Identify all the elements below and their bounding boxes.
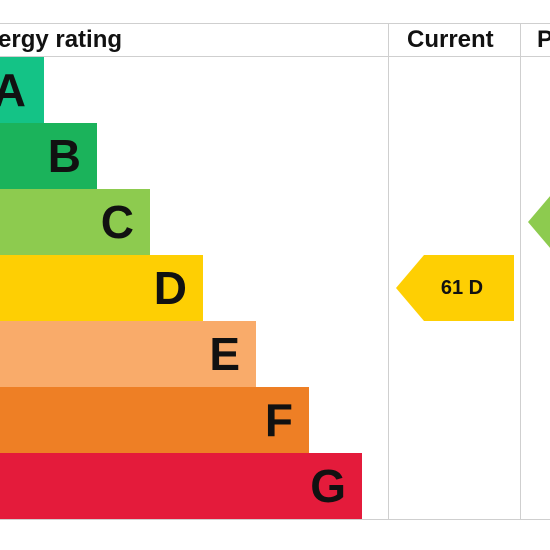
rating-band-c: C bbox=[0, 189, 150, 255]
rating-band-g: G bbox=[0, 453, 362, 519]
header-top-border bbox=[0, 23, 550, 24]
potential-column-header: P bbox=[537, 26, 550, 53]
rating-band-letter: A bbox=[0, 64, 26, 116]
rating-band-e: E bbox=[0, 321, 256, 387]
potential-column-divider bbox=[520, 24, 521, 520]
rating-band-f: F bbox=[0, 387, 309, 453]
current-column-divider bbox=[388, 24, 389, 520]
rating-band-letter: G bbox=[310, 460, 346, 512]
chart-bottom-border bbox=[0, 519, 550, 520]
rating-band-d: D bbox=[0, 255, 203, 321]
current-rating-indicator: 61 D bbox=[396, 255, 514, 321]
rating-band-letter: D bbox=[153, 262, 187, 314]
rating-band-b: B bbox=[0, 123, 97, 189]
rating-band-letter: B bbox=[47, 130, 81, 182]
current-rating-label: 61 D bbox=[440, 277, 484, 299]
rating-band-letter: C bbox=[100, 196, 134, 248]
rating-band-letter: E bbox=[209, 328, 240, 380]
header-bottom-border bbox=[0, 56, 550, 57]
current-column-header: Current bbox=[407, 26, 494, 53]
potential-rating-arrow bbox=[528, 196, 550, 248]
rating-band-letter: F bbox=[264, 394, 293, 446]
current-rating-arrow bbox=[396, 255, 514, 321]
potential-rating-indicator bbox=[528, 189, 550, 255]
rating-band-a: A bbox=[0, 57, 44, 123]
energy-rating-header: ergy rating bbox=[0, 26, 123, 53]
